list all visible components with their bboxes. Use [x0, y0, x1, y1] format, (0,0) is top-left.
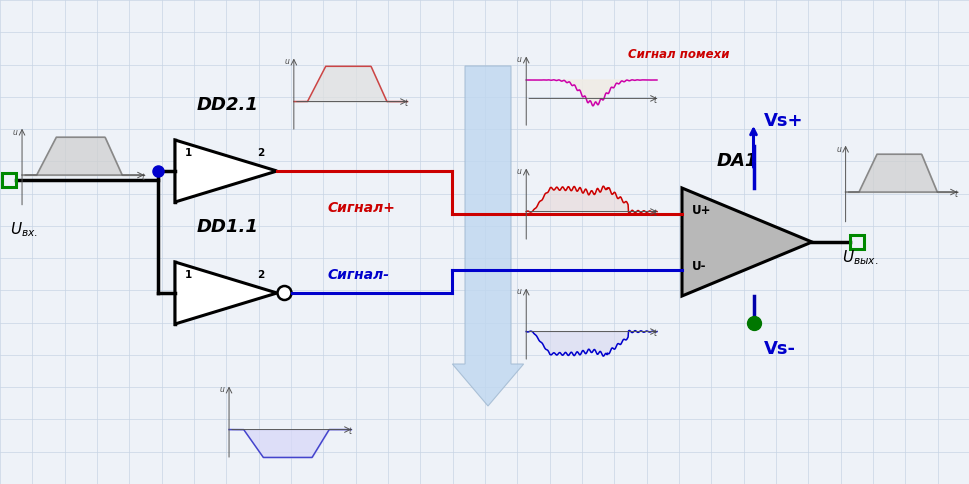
Text: 1: 1	[185, 148, 192, 157]
Text: u: u	[516, 287, 521, 296]
Text: Сигнал помехи: Сигнал помехи	[627, 48, 729, 61]
Text: t: t	[348, 427, 351, 437]
Text: $U_{вх.}$: $U_{вх.}$	[10, 220, 38, 239]
Text: t: t	[653, 96, 656, 105]
Text: Vs-: Vs-	[763, 340, 795, 358]
Circle shape	[277, 286, 292, 300]
Text: u: u	[13, 127, 17, 136]
Text: Сигнал+: Сигнал+	[328, 201, 395, 215]
Text: t: t	[653, 330, 656, 338]
Text: u: u	[220, 385, 225, 394]
Text: u: u	[836, 145, 841, 153]
Bar	[2, 173, 16, 187]
Text: t: t	[653, 210, 656, 218]
Text: u: u	[516, 167, 521, 176]
Bar	[849, 235, 863, 249]
Text: $U_{вых.}$: $U_{вых.}$	[841, 248, 878, 267]
FancyArrow shape	[452, 66, 523, 406]
Text: t: t	[404, 100, 407, 108]
Text: 1: 1	[185, 270, 192, 279]
Text: t: t	[141, 173, 144, 182]
Text: DA1: DA1	[716, 152, 758, 170]
Text: 2: 2	[257, 148, 264, 157]
Polygon shape	[174, 262, 277, 324]
Text: U+: U+	[691, 204, 711, 217]
Text: Vs+: Vs+	[763, 112, 802, 130]
Polygon shape	[681, 188, 811, 296]
Text: t: t	[953, 190, 956, 199]
Text: U-: U-	[691, 260, 705, 273]
Text: DD2.1: DD2.1	[197, 96, 259, 114]
Polygon shape	[174, 140, 277, 202]
Text: u: u	[285, 57, 290, 66]
Text: 2: 2	[257, 270, 264, 279]
Text: u: u	[516, 55, 521, 64]
Text: Сигнал-: Сигнал-	[328, 268, 390, 282]
Text: DD1.1: DD1.1	[197, 218, 259, 236]
